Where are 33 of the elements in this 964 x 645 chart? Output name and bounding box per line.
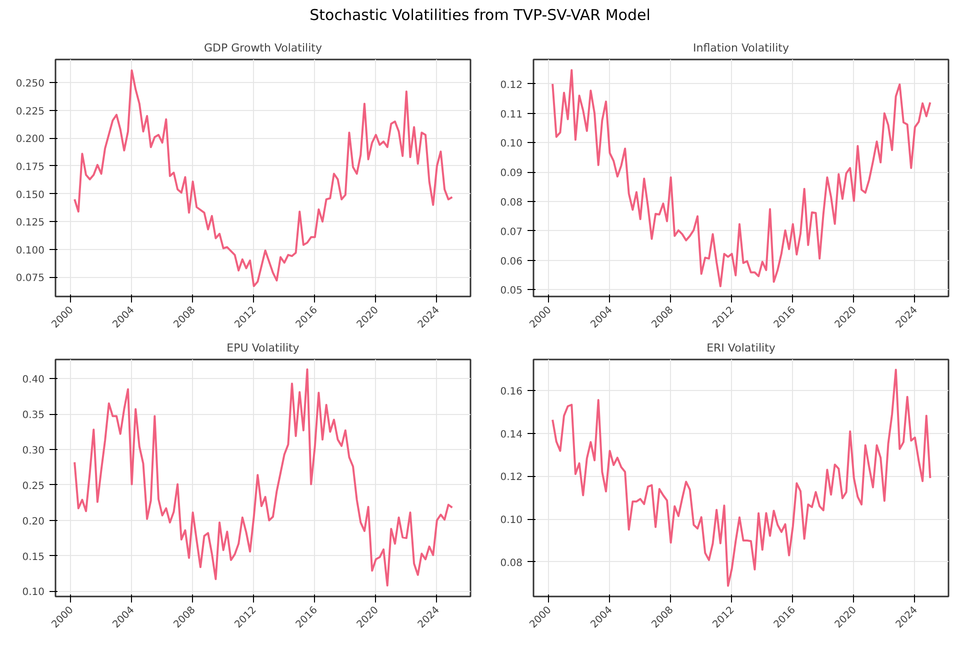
y-tick-label: 0.12: [500, 472, 522, 484]
y-tick-label: 0.075: [16, 273, 45, 284]
y-tick-label: 0.12: [500, 80, 522, 91]
y-tick-label: 0.150: [16, 190, 45, 201]
y-tick-label: 0.250: [16, 78, 45, 90]
y-tick-label: 0.10: [22, 587, 44, 598]
y-tick-label: 0.14: [500, 429, 522, 440]
y-tick-label: 0.09: [500, 168, 522, 180]
text: Stochastic Volatilities from TVP-SV-VAR Model: [308, 5, 652, 26]
y-tick-label: 0.225: [16, 106, 45, 118]
chart-title: ERI Volatility: [706, 342, 776, 354]
y-tick-label: 0.07: [500, 226, 522, 238]
chart-title: EPU Volatility: [226, 342, 300, 354]
y-tick-label: 0.06: [500, 256, 522, 268]
y-tick-label: 0.200: [16, 134, 45, 146]
chart-title: Inflation Volatility: [693, 42, 790, 54]
y-tick-label: 0.11: [500, 109, 522, 120]
y-tick-label: 0.35: [22, 410, 44, 422]
y-tick-label: 0.08: [500, 198, 522, 209]
y-tick-label: 0.10: [500, 515, 522, 526]
y-tick-label: 0.16: [500, 386, 522, 398]
y-tick-label: 0.40: [22, 374, 44, 386]
y-tick-label: 0.05: [500, 286, 522, 297]
y-tick-label: 0.175: [16, 162, 45, 173]
y-tick-label: 0.10: [500, 138, 522, 150]
y-tick-label: 0.125: [16, 218, 45, 229]
y-tick-label: 0.25: [22, 480, 44, 492]
y-tick-label: 0.30: [22, 445, 44, 456]
y-tick-label: 0.100: [16, 245, 45, 256]
y-tick-label: 0.15: [22, 552, 44, 563]
y-tick-label: 0.20: [22, 516, 44, 528]
y-tick-label: 0.08: [500, 558, 522, 569]
chart-title: GDP Growth Volatility: [204, 42, 322, 54]
